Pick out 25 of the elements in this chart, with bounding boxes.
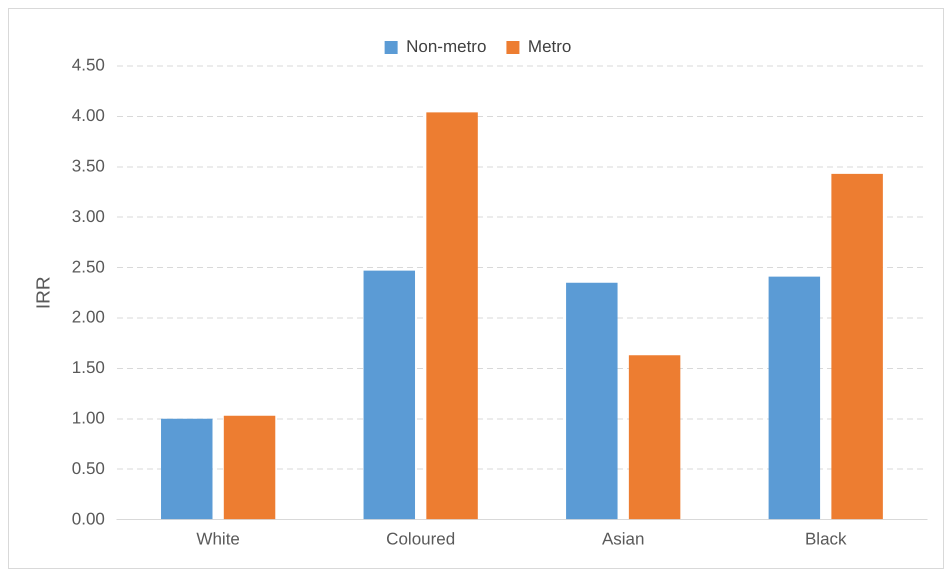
legend-label: Metro <box>528 37 572 56</box>
y-tick-label: 3.50 <box>72 156 105 176</box>
bar <box>831 174 883 520</box>
bar <box>364 270 416 520</box>
y-tick-label: 3.00 <box>72 206 105 226</box>
bar <box>566 282 618 520</box>
y-tick-label: 2.00 <box>72 308 105 327</box>
y-tick-label: 0.00 <box>72 509 105 528</box>
bar <box>224 416 276 520</box>
y-tick-label: 1.50 <box>72 358 105 378</box>
y-tick-label: 1.00 <box>72 408 105 428</box>
x-tick-label: Asian <box>602 529 644 548</box>
x-tick-label: Coloured <box>386 529 456 548</box>
y-tick-label: 4.50 <box>72 56 105 75</box>
y-tick-label: 4.00 <box>72 106 105 126</box>
bar <box>628 355 680 520</box>
bar <box>768 276 820 520</box>
y-tick-label: 0.50 <box>72 458 105 478</box>
bar <box>161 418 212 520</box>
legend-label: Non-metro <box>406 37 486 56</box>
bar <box>426 112 478 520</box>
x-tick-label: Black <box>804 529 848 548</box>
x-tick-label: White <box>196 529 240 548</box>
y-axis-title: IRR <box>34 276 55 310</box>
y-tick-label: 2.50 <box>72 257 105 276</box>
